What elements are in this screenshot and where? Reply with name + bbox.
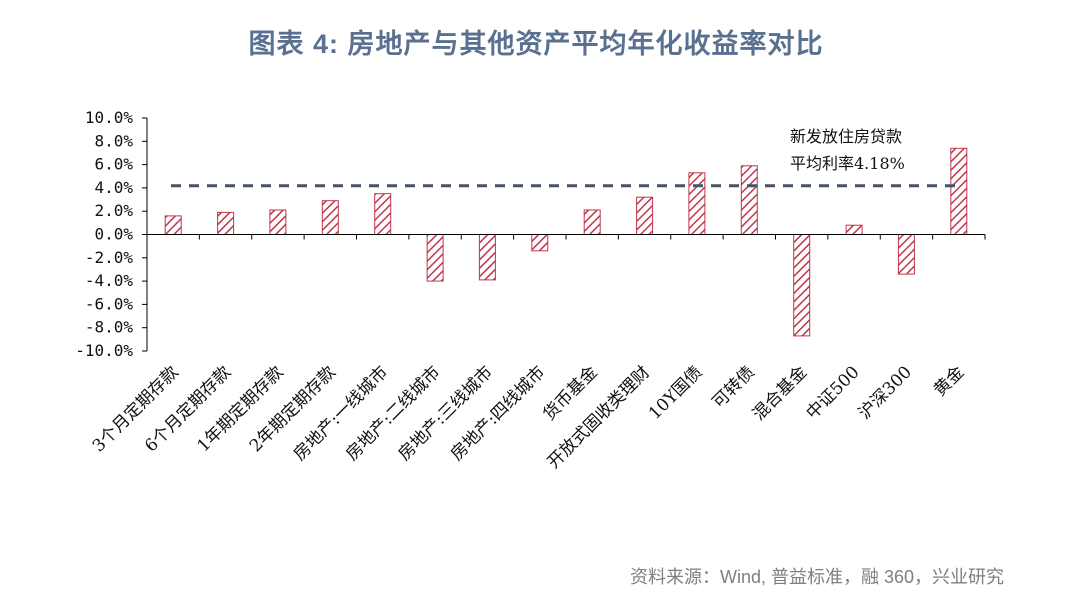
bars <box>164 147 968 337</box>
x-category-label: 房地产:二线城市 <box>342 362 444 464</box>
source-note: 资料来源：Wind, 普益标准，融 360，兴业研究 <box>629 567 1004 587</box>
bar-16 <box>950 147 968 235</box>
bar-8 <box>531 234 549 252</box>
y-tick-label: 10.0% <box>85 108 134 127</box>
y-tick-label: -8.0% <box>85 318 134 337</box>
bar-5 <box>374 193 392 235</box>
reference-label-line2: 平均利率4.18% <box>790 154 905 173</box>
bar-12 <box>740 165 758 235</box>
x-category-label: 沪深300 <box>855 362 916 423</box>
x-category-label: 中证500 <box>802 362 863 423</box>
y-axis: 10.0% 8.0% 6.0% 4.0% 2.0% 0.0% -2.0% -4.0% -6.0%… <box>75 108 148 360</box>
bar-15 <box>897 234 915 275</box>
bar-14 <box>845 224 863 235</box>
y-tick-label: 0.0% <box>94 225 133 244</box>
x-category-label: 黄金 <box>930 362 968 400</box>
bar-10 <box>636 196 654 235</box>
bar-1 <box>164 215 182 235</box>
y-tick-label: 2.0% <box>94 201 133 220</box>
x-category-label: 房地产:一线城市 <box>290 362 392 464</box>
y-tick-label: -4.0% <box>85 271 134 290</box>
x-category-label: 混合基金 <box>749 362 811 424</box>
bar-6 <box>426 234 444 282</box>
bar-4 <box>321 200 339 235</box>
bar-11 <box>688 172 706 236</box>
bar-9 <box>583 209 601 235</box>
y-tick-label: 8.0% <box>94 131 133 150</box>
bar-2 <box>217 211 235 235</box>
y-tick-label: -2.0% <box>85 248 134 267</box>
bar-13 <box>793 234 811 337</box>
reference-label-line1: 新发放住房贷款 <box>790 127 902 146</box>
x-axis: 3个月定期存款6个月定期存款1年期定期存款2年期定期存款房地产:一线城市房地产:… <box>89 234 986 473</box>
bar-7 <box>478 234 496 281</box>
x-category-label: 可转债 <box>709 362 759 412</box>
y-tick-label: 4.0% <box>94 178 133 197</box>
x-category-label: 房地产:四线城市 <box>447 362 549 464</box>
y-tick-label: -10.0% <box>75 341 133 360</box>
y-tick-label: -6.0% <box>85 294 134 313</box>
x-category-label: 10Y国债 <box>645 362 706 423</box>
bar-3 <box>269 209 287 235</box>
y-tick-label: 6.0% <box>94 155 133 174</box>
x-category-label: 房地产:三线城市 <box>395 362 497 464</box>
chart-title: 图表 4: 房地产与其他资产平均年化收益率对比 <box>248 29 824 59</box>
